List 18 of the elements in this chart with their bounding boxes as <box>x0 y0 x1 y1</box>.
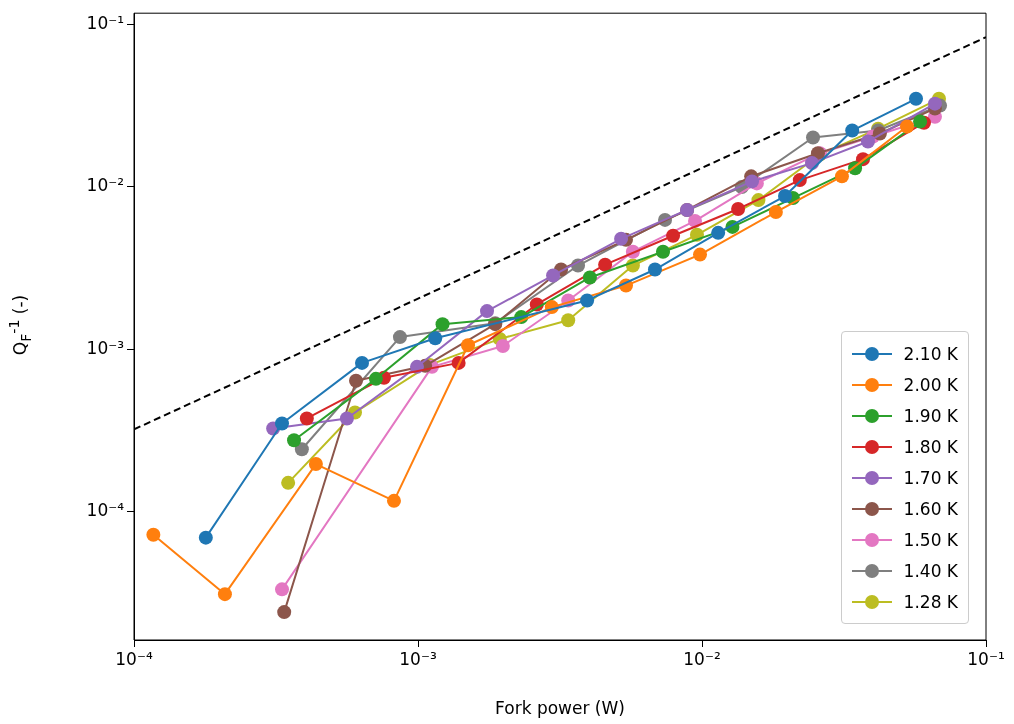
y-tick-label: 10⁻² <box>86 175 124 196</box>
x-axis-title: Fork power (W) <box>495 698 625 719</box>
legend-label: 1.70 K <box>903 467 958 488</box>
legend-label: 1.60 K <box>903 498 958 519</box>
legend-label: 1.28 K <box>903 591 958 612</box>
y-tick-label: 10⁻¹ <box>86 12 124 33</box>
x-tick-label: 10⁻¹ <box>967 648 1005 669</box>
legend-label: 2.10 K <box>903 343 958 364</box>
legend-label: 1.80 K <box>903 436 958 457</box>
legend-label: 1.50 K <box>903 529 958 550</box>
x-tick-label: 10⁻² <box>683 648 721 669</box>
x-tick-label: 10⁻⁴ <box>115 648 153 669</box>
legend-label: 1.90 K <box>903 405 958 426</box>
y-tick-label: 10⁻³ <box>86 337 124 358</box>
x-tick-label: 10⁻³ <box>399 648 437 669</box>
y-tick-label: 10⁻⁴ <box>86 500 125 521</box>
legend-label: 1.40 K <box>903 560 958 581</box>
legend-label: 2.00 K <box>903 374 958 395</box>
